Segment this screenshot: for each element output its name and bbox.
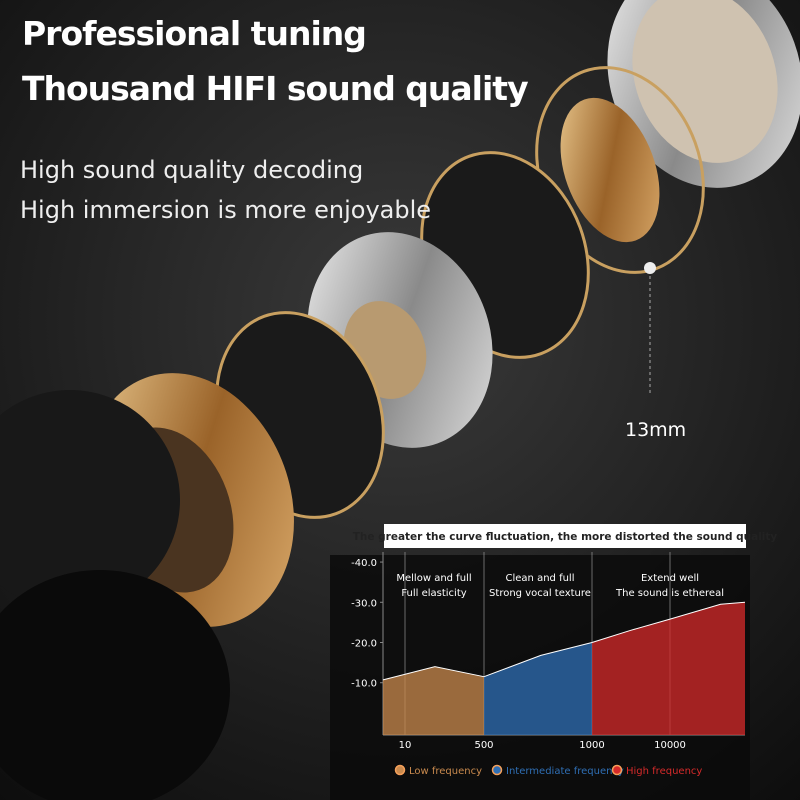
title: Professional tuning bbox=[22, 14, 366, 53]
legend-label: High frequency bbox=[626, 766, 702, 777]
area bbox=[592, 602, 745, 735]
y-tick-label: -20.0 bbox=[351, 638, 377, 649]
legend-marker bbox=[611, 764, 623, 776]
annotation: Mellow and full bbox=[396, 573, 471, 584]
annotation: Strong vocal texture bbox=[489, 588, 591, 599]
annotation: Clean and full bbox=[506, 573, 575, 584]
annotation: The sound is ethereal bbox=[615, 588, 724, 599]
x-tick-label: 10 bbox=[399, 740, 412, 751]
annotation: Full elasticity bbox=[401, 588, 466, 599]
legend-marker bbox=[491, 764, 503, 776]
legend-marker bbox=[394, 764, 406, 776]
y-tick-label: -30.0 bbox=[351, 598, 377, 609]
line bbox=[382, 666, 485, 681]
legend-label: Intermediate frequency bbox=[506, 766, 624, 777]
x-tick-label: 10000 bbox=[654, 740, 686, 751]
line bbox=[591, 601, 746, 643]
area bbox=[383, 666, 484, 735]
area bbox=[484, 642, 592, 735]
chart-title: The greater the curve fluctuation, the m… bbox=[353, 531, 778, 543]
annotation: Extend well bbox=[641, 573, 699, 584]
legend-label: Low frequency bbox=[409, 766, 482, 777]
chart-title-bar bbox=[384, 524, 746, 548]
x-tick-label: 500 bbox=[474, 740, 493, 751]
y-tick-label: -40.0 bbox=[351, 558, 377, 569]
subtitle: High immersion is more enjoyable bbox=[20, 196, 431, 224]
size-label: 13mm bbox=[625, 419, 686, 441]
subtitle: High sound quality decoding bbox=[20, 156, 363, 184]
line bbox=[483, 642, 593, 678]
y-tick-label: -10.0 bbox=[351, 679, 377, 690]
x-tick-label: 1000 bbox=[579, 740, 604, 751]
title: Thousand HIFI sound quality bbox=[22, 69, 528, 108]
